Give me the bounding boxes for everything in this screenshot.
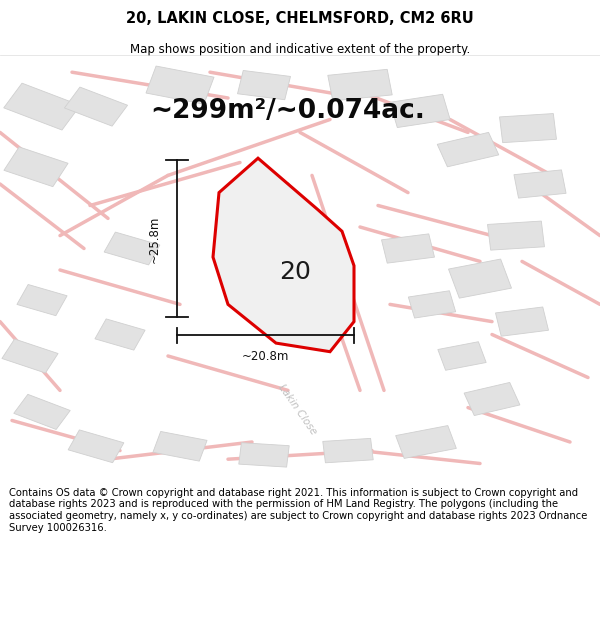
Polygon shape [4,83,80,130]
Text: ~299m²/~0.074ac.: ~299m²/~0.074ac. [151,98,425,124]
Polygon shape [146,66,214,104]
Polygon shape [64,87,128,126]
Text: 20: 20 [279,260,311,284]
Polygon shape [4,147,68,187]
Polygon shape [238,71,290,100]
Polygon shape [438,342,486,370]
Polygon shape [390,94,450,128]
Polygon shape [328,69,392,101]
Polygon shape [2,339,58,373]
Polygon shape [239,442,289,467]
Polygon shape [500,114,556,142]
Text: Map shows position and indicative extent of the property.: Map shows position and indicative extent… [130,43,470,56]
Polygon shape [464,382,520,416]
Polygon shape [17,284,67,316]
Text: 20, LAKIN CLOSE, CHELMSFORD, CM2 6RU: 20, LAKIN CLOSE, CHELMSFORD, CM2 6RU [126,11,474,26]
Text: Lakin Close: Lakin Close [276,382,318,437]
Polygon shape [437,132,499,167]
Polygon shape [409,291,455,318]
Polygon shape [496,307,548,336]
Polygon shape [14,394,70,429]
Polygon shape [382,234,434,263]
Polygon shape [104,232,160,265]
Polygon shape [68,430,124,462]
Polygon shape [213,158,354,352]
Polygon shape [488,221,544,250]
Polygon shape [514,170,566,198]
Polygon shape [153,431,207,461]
Polygon shape [95,319,145,350]
Polygon shape [448,259,512,298]
Text: ~20.8m: ~20.8m [242,349,289,362]
Polygon shape [323,438,373,462]
Text: ~25.8m: ~25.8m [148,215,161,262]
Polygon shape [395,426,457,458]
Text: Contains OS data © Crown copyright and database right 2021. This information is : Contains OS data © Crown copyright and d… [9,488,587,532]
